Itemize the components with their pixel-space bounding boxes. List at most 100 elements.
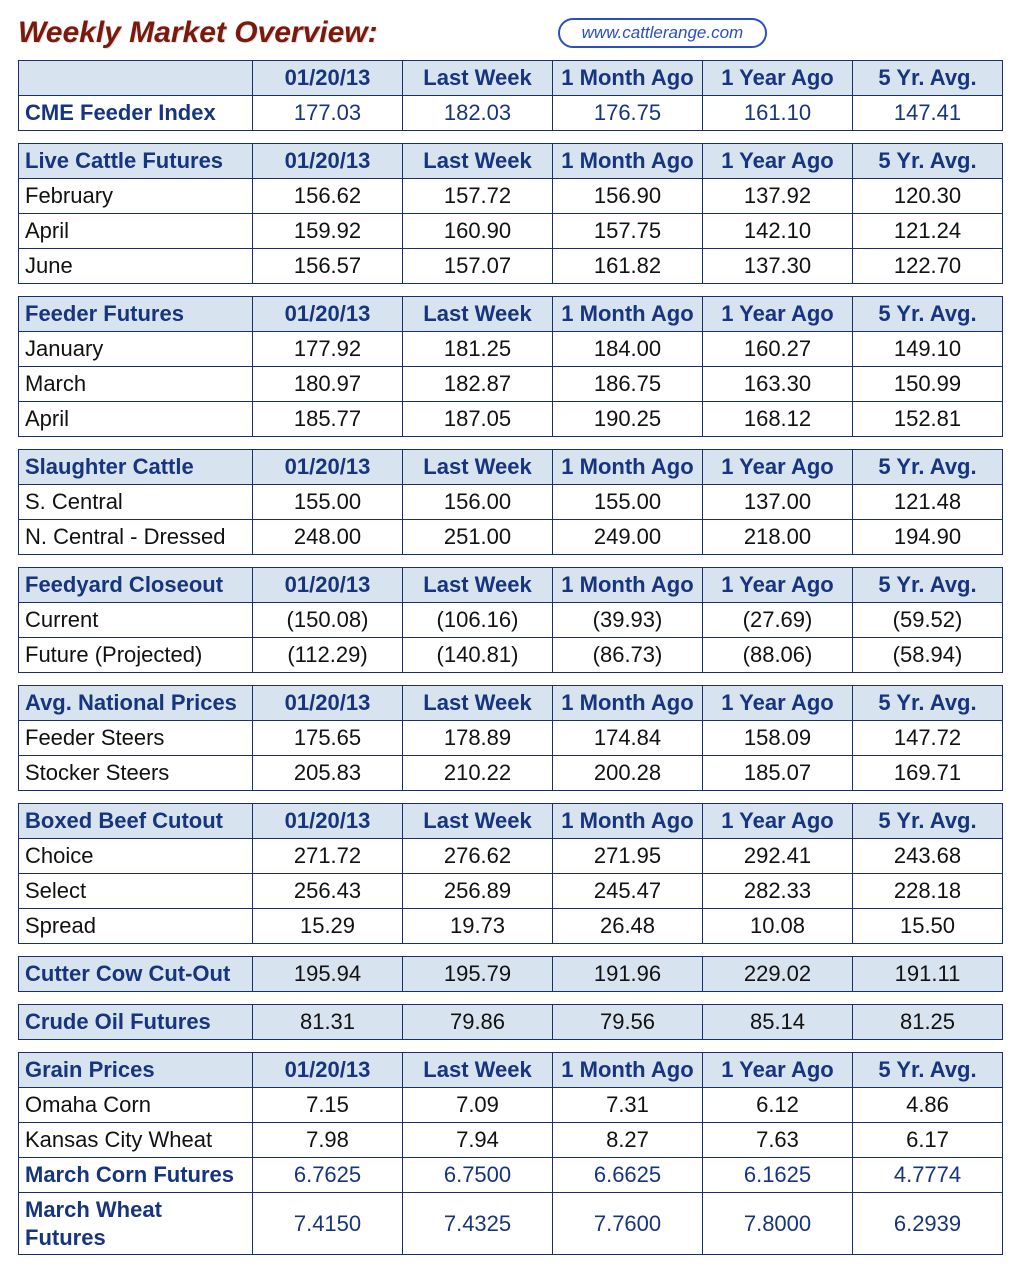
value-cell: 6.6625 [553,1158,703,1193]
table-row: Spread15.2919.7326.4810.0815.50 [19,909,1003,944]
value-cell: 156.90 [553,179,703,214]
section-title: Grain Prices [19,1053,253,1088]
value-cell: 174.84 [553,721,703,756]
market-table: Avg. National Prices01/20/13Last Week1 M… [18,685,1003,791]
value-cell: 15.29 [253,909,403,944]
section-title: Slaughter Cattle [19,450,253,485]
value-cell: 147.72 [853,721,1003,756]
value-cell: (106.16) [403,603,553,638]
value-cell: 121.48 [853,485,1003,520]
market-table: Cutter Cow Cut-Out195.94195.79191.96229.… [18,956,1003,992]
value-cell: 4.86 [853,1088,1003,1123]
table-row: February156.62157.72156.90137.92120.30 [19,179,1003,214]
column-header: 5 Yr. Avg. [853,144,1003,179]
section-title: Feedyard Closeout [19,568,253,603]
value-cell: 79.86 [403,1005,553,1040]
value-cell: 157.07 [403,249,553,284]
market-table: Boxed Beef Cutout01/20/13Last Week1 Mont… [18,803,1003,944]
column-header: 1 Year Ago [703,144,853,179]
table-row: Choice271.72276.62271.95292.41243.68 [19,839,1003,874]
section-title: Crude Oil Futures [19,1005,253,1040]
column-header: 1 Month Ago [553,568,703,603]
column-header: 1 Year Ago [703,450,853,485]
value-cell: 185.77 [253,402,403,437]
value-cell: 121.24 [853,214,1003,249]
column-header: Last Week [403,450,553,485]
value-cell: 177.03 [253,96,403,131]
row-label: CME Feeder Index [19,96,253,131]
value-cell: 185.07 [703,756,853,791]
row-label: June [19,249,253,284]
market-table: Feeder Futures01/20/13Last Week1 Month A… [18,296,1003,437]
value-cell: 176.75 [553,96,703,131]
page-header: Weekly Market Overview: www.cattlerange.… [18,16,1006,50]
value-cell: 181.25 [403,332,553,367]
row-label: Spread [19,909,253,944]
value-cell: (88.06) [703,638,853,673]
row-label: N. Central - Dressed [19,520,253,555]
value-cell: 163.30 [703,367,853,402]
column-header: Last Week [403,1053,553,1088]
row-label: Choice [19,839,253,874]
value-cell: 200.28 [553,756,703,791]
market-table: Crude Oil Futures81.3179.8679.5685.1481.… [18,1004,1003,1040]
row-label: March Corn Futures [19,1158,253,1193]
value-cell: 187.05 [403,402,553,437]
column-header: 01/20/13 [253,568,403,603]
value-cell: 178.89 [403,721,553,756]
value-cell: 6.17 [853,1123,1003,1158]
table-row: Stocker Steers205.83210.22200.28185.0716… [19,756,1003,791]
value-cell: 156.62 [253,179,403,214]
site-url-badge[interactable]: www.cattlerange.com [558,18,768,48]
value-cell: 156.00 [403,485,553,520]
value-cell: (112.29) [253,638,403,673]
value-cell: (27.69) [703,603,853,638]
value-cell: 79.56 [553,1005,703,1040]
row-label: S. Central [19,485,253,520]
value-cell: (86.73) [553,638,703,673]
value-cell: 229.02 [703,957,853,992]
value-cell: 150.99 [853,367,1003,402]
column-header: 01/20/13 [253,804,403,839]
value-cell: 177.92 [253,332,403,367]
column-header: 1 Month Ago [553,297,703,332]
column-header: 1 Month Ago [553,450,703,485]
value-cell: 184.00 [553,332,703,367]
column-header: 5 Yr. Avg. [853,686,1003,721]
value-cell: 149.10 [853,332,1003,367]
value-cell: 156.57 [253,249,403,284]
section-title: Boxed Beef Cutout [19,804,253,839]
value-cell: 120.30 [853,179,1003,214]
section-title: Live Cattle Futures [19,144,253,179]
value-cell: 256.43 [253,874,403,909]
column-header: 1 Year Ago [703,686,853,721]
row-label: January [19,332,253,367]
value-cell: 7.31 [553,1088,703,1123]
value-cell: 7.15 [253,1088,403,1123]
row-label: April [19,402,253,437]
value-cell: 175.65 [253,721,403,756]
column-header: 1 Month Ago [553,144,703,179]
table-row: April159.92160.90157.75142.10121.24 [19,214,1003,249]
value-cell: 191.11 [853,957,1003,992]
row-label: Stocker Steers [19,756,253,791]
value-cell: 137.92 [703,179,853,214]
table-row: CME Feeder Index177.03182.03176.75161.10… [19,96,1003,131]
value-cell: 155.00 [253,485,403,520]
column-header: 1 Month Ago [553,61,703,96]
value-cell: 26.48 [553,909,703,944]
value-cell: 168.12 [703,402,853,437]
value-cell: 194.90 [853,520,1003,555]
value-cell: 160.90 [403,214,553,249]
column-header: 1 Year Ago [703,297,853,332]
column-header: 5 Yr. Avg. [853,568,1003,603]
value-cell: 155.00 [553,485,703,520]
value-cell: 15.50 [853,909,1003,944]
value-cell: 210.22 [403,756,553,791]
value-cell: 160.27 [703,332,853,367]
column-header: 01/20/13 [253,1053,403,1088]
value-cell: 190.25 [553,402,703,437]
value-cell: 228.18 [853,874,1003,909]
value-cell: 243.68 [853,839,1003,874]
value-cell: 7.09 [403,1088,553,1123]
